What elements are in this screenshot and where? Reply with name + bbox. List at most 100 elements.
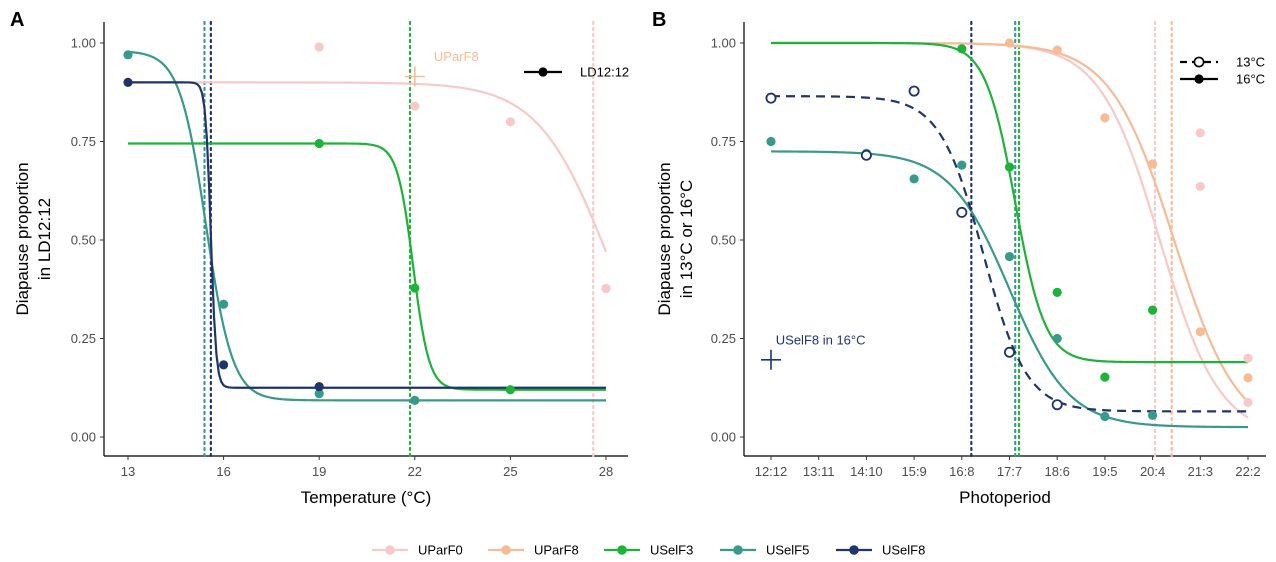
y-tick-label: 0.25 [711,331,736,346]
data-point-uparf0 [410,101,420,111]
annotation-label: UParF8 [434,49,479,64]
data-point-uself5 [410,395,420,405]
data-point-uself5 [1052,333,1062,344]
x-tick-label: 12:12 [755,464,788,479]
y-tick-label: 1.00 [71,36,96,51]
y-axis-title: in LD12:12 [35,198,54,280]
data-point-uself8 [956,206,968,218]
y-tick-label: 0.50 [711,233,736,248]
legend-marker-uself5 [733,545,743,555]
data-point-uparf0 [505,117,515,127]
legend-label-uself3: USelF3 [650,543,693,558]
legend-marker-uself8 [849,545,859,555]
y-tick-label: 0.50 [71,233,96,248]
data-point-uself5 [909,174,919,184]
x-tick-label: 15:9 [901,464,926,479]
data-point-uself8 [314,381,324,392]
y-tick-label: 0.25 [71,331,96,346]
data-point-uself3 [505,385,515,395]
inner-legend-label: LD12:12 [580,65,629,80]
fit-curve-uself3 [771,41,1248,364]
data-point-uparf0 [314,42,324,52]
data-point-uself8 [860,149,872,161]
legend-marker-uparf8 [501,545,511,555]
x-axis-title: Photoperiod [959,488,1051,507]
inner-legend-marker [1194,74,1204,84]
y-axis-title: Diapause proportion [655,162,674,315]
data-point-uself5 [314,389,324,399]
x-tick-label: 21:3 [1188,464,1213,479]
data-point-uself8 [123,77,133,87]
data-point-uself3 [1100,372,1110,382]
inner-legend-marker [538,67,548,77]
data-point-uself5 [766,136,776,147]
data-point-uself3 [1052,287,1062,298]
panel-letter: B [652,9,666,31]
series-legend: UParF0 UParF8 USelF3 USelF5 USelF8 [372,543,925,558]
data-point-uself8 [1051,399,1063,411]
data-point-uself5 [1100,411,1110,422]
inner-legend-label: 16°C [1236,72,1265,87]
data-point-uself3 [957,44,967,54]
data-point-uself8 [765,92,777,104]
inner-legend-marker [1193,56,1205,68]
data-point-uself3 [410,283,420,293]
panel-b-chart: B 0.00 0.25 0.50 0.75 1.00 12:12 13:11 14:10 15:9… [652,9,1266,507]
x-tick-label: 20:4 [1140,464,1165,479]
fit-curve-uself8 [771,95,1248,413]
x-tick-label: 13 [121,464,135,479]
x-tick-label: 19:5 [1092,464,1117,479]
data-point-uself5 [1148,410,1158,420]
data-point-uparf8 [1243,373,1253,383]
legend-label-uself8: USelF8 [882,543,925,558]
x-tick-label: 16 [216,464,230,479]
x-tick-label: 22 [408,464,422,479]
y-tick-label: 0.00 [711,430,736,445]
data-point-uparf0 [601,283,611,294]
inner-legend-label: 13°C [1236,55,1265,70]
legend-label-uself5: USelF5 [766,543,809,558]
data-point-uself8 [219,360,229,370]
y-axis-title: in 13°C or 16°C [677,180,696,299]
x-tick-label: 18:6 [1045,464,1070,479]
data-point-uself3 [1004,162,1015,172]
data-point-uself5 [957,160,967,170]
data-point-uself3 [1148,305,1158,315]
panel-a-chart: A 0.00 0.25 0.50 0.75 1.00 13 16 19 22 25 28 Tempera… [10,9,629,507]
data-point-uself3 [314,138,324,149]
data-point-uparf8 [1100,113,1110,123]
data-point-uself5 [219,299,229,309]
x-tick-label: 14:10 [850,464,883,479]
y-tick-label: 0.00 [71,430,96,445]
data-point-uself5 [123,50,133,60]
y-tick-label: 0.75 [711,134,736,149]
data-point-uparf0 [1195,128,1205,138]
data-point-uparf8 [1148,159,1158,169]
fit-curve-uself8 [128,81,606,389]
x-tick-label: 13:11 [803,464,835,479]
fit-curve-uself5 [770,150,1249,429]
data-point-uparf0 [1243,353,1253,363]
x-tick-label: 16:8 [949,464,974,479]
x-tick-label: 19 [312,464,326,479]
legend-label-uparf0: UParF0 [418,543,463,558]
x-tick-label: 25 [503,464,517,479]
fit-curve-uparf0 [128,81,608,253]
x-tick-label: 28 [599,464,613,479]
y-tick-label: 0.75 [71,134,96,149]
data-point-uparf8 [1195,327,1205,337]
data-point-uparf8 [1052,45,1062,55]
data-point-uparf0 [1195,181,1205,192]
panel-letter: A [10,9,24,31]
y-tick-label: 1.00 [711,36,736,51]
fit-curve-uself5 [127,50,606,402]
data-point-uself8 [908,85,920,97]
y-axis-title: Diapause proportion [13,162,32,315]
x-tick-label: 22:2 [1235,464,1260,479]
x-tick-label: 17:7 [997,464,1022,479]
legend-marker-uparf0 [385,545,395,555]
data-point-uparf8 [1004,38,1015,48]
data-point-uparf0 [1243,397,1253,407]
data-point-uself5 [1004,251,1015,262]
